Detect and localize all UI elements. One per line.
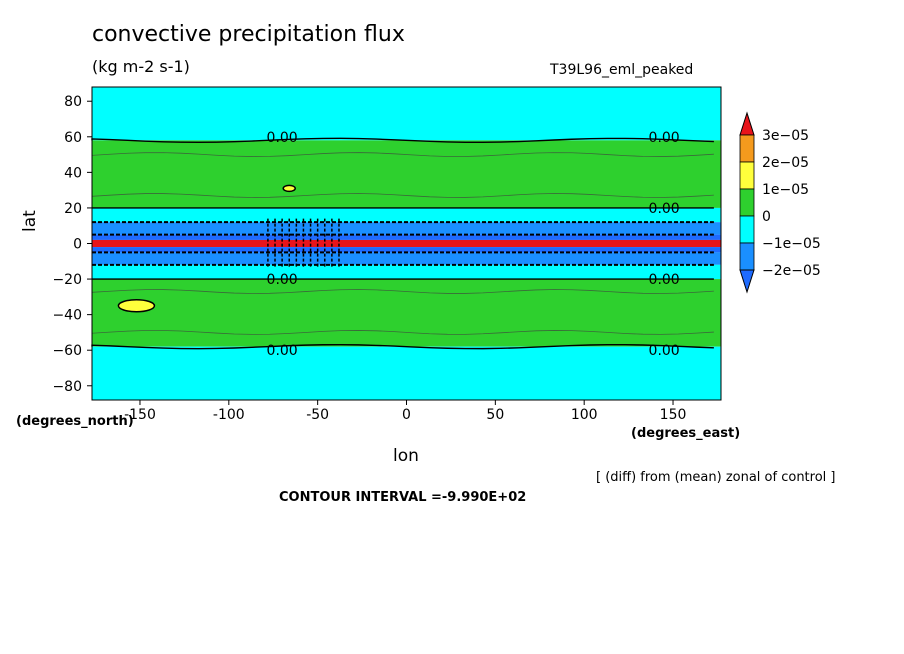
highlight-region-0 xyxy=(117,298,156,313)
heatmap-band-5 xyxy=(92,239,721,248)
contour-label: 0.00 xyxy=(649,272,680,288)
heatmap-band-10 xyxy=(92,346,721,400)
y-tick-label: −40 xyxy=(52,308,82,324)
chart-title: convective precipitation flux xyxy=(92,22,405,47)
colorbar-top-triangle xyxy=(739,111,755,136)
highlight-region-1 xyxy=(282,184,296,193)
x-tick-label: 150 xyxy=(660,407,687,423)
colorbar-segment xyxy=(739,161,755,190)
y-tick-label: 20 xyxy=(64,201,82,217)
colorbar-label: −2e−05 xyxy=(762,263,821,279)
heatmap-band-6 xyxy=(92,247,721,253)
heatmap-band-2 xyxy=(92,207,721,223)
x-tick-label: 0 xyxy=(402,407,411,423)
contour-label: 0.00 xyxy=(649,130,680,146)
heatmap-band-0 xyxy=(92,87,721,141)
contour-line-0 xyxy=(91,137,714,144)
colorbar-bottom-triangle xyxy=(739,269,755,294)
x-tick-label: -50 xyxy=(306,407,329,423)
thin-contour-2 xyxy=(91,289,714,294)
contour-label: 0.00 xyxy=(267,272,298,288)
y-tick-label: −20 xyxy=(52,272,82,288)
x-axis-label: lon xyxy=(393,446,419,466)
y-units-label: (degrees_north) xyxy=(16,414,134,429)
x-tick-label: 100 xyxy=(571,407,598,423)
run-label: T39L96_eml_peaked xyxy=(550,62,694,78)
x-tick-label: 50 xyxy=(486,407,504,423)
x-units-label: (degrees_east) xyxy=(631,426,741,441)
y-tick-label: −80 xyxy=(52,379,82,395)
x-tick-label: -150 xyxy=(124,407,156,423)
y-tick-label: −60 xyxy=(52,343,82,359)
colorbar-segment xyxy=(739,242,755,271)
y-tick-label: 40 xyxy=(64,165,82,181)
colorbar-segment xyxy=(739,134,755,163)
contour-label: 0.00 xyxy=(649,343,680,359)
y-tick-label: 0 xyxy=(73,237,82,253)
contour-label: 0.00 xyxy=(267,130,298,146)
heatmap-band-9 xyxy=(92,279,721,347)
heatmap-band-4 xyxy=(92,234,721,240)
colorbar-segment xyxy=(739,188,755,217)
heatmap-band-1 xyxy=(92,140,721,208)
thin-contour-3 xyxy=(91,330,714,335)
thin-contour-1 xyxy=(91,193,714,198)
contour-interval: CONTOUR INTERVAL =-9.990E+02 xyxy=(279,490,527,505)
contour-label: 0.00 xyxy=(267,343,298,359)
colorbar-label: 0 xyxy=(762,209,771,225)
heatmap-band-3 xyxy=(92,222,721,235)
colorbar-label: 2e−05 xyxy=(762,155,809,171)
x-tick-label: -100 xyxy=(213,407,245,423)
chart-units: (kg m-2 s-1) xyxy=(92,57,190,76)
contour-label: 0.00 xyxy=(649,201,680,217)
colorbar-label: 1e−05 xyxy=(762,182,809,198)
contour-line-7 xyxy=(91,343,714,350)
y-tick-label: 80 xyxy=(64,94,82,110)
colorbar-label: 3e−05 xyxy=(762,128,809,144)
diff-note: [ (diff) from (mean) zonal of control ] xyxy=(596,470,836,485)
y-tick-label: 60 xyxy=(64,130,82,146)
heatmap-band-8 xyxy=(92,264,721,280)
heatmap-band-7 xyxy=(92,252,721,265)
colorbar-label: −1e−05 xyxy=(762,236,821,252)
colorbar-segment xyxy=(739,215,755,244)
thin-contour-0 xyxy=(91,152,714,157)
